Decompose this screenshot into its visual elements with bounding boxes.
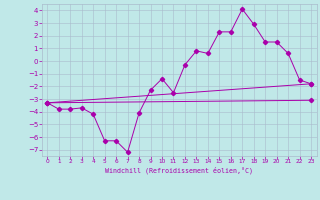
- X-axis label: Windchill (Refroidissement éolien,°C): Windchill (Refroidissement éolien,°C): [105, 167, 253, 174]
